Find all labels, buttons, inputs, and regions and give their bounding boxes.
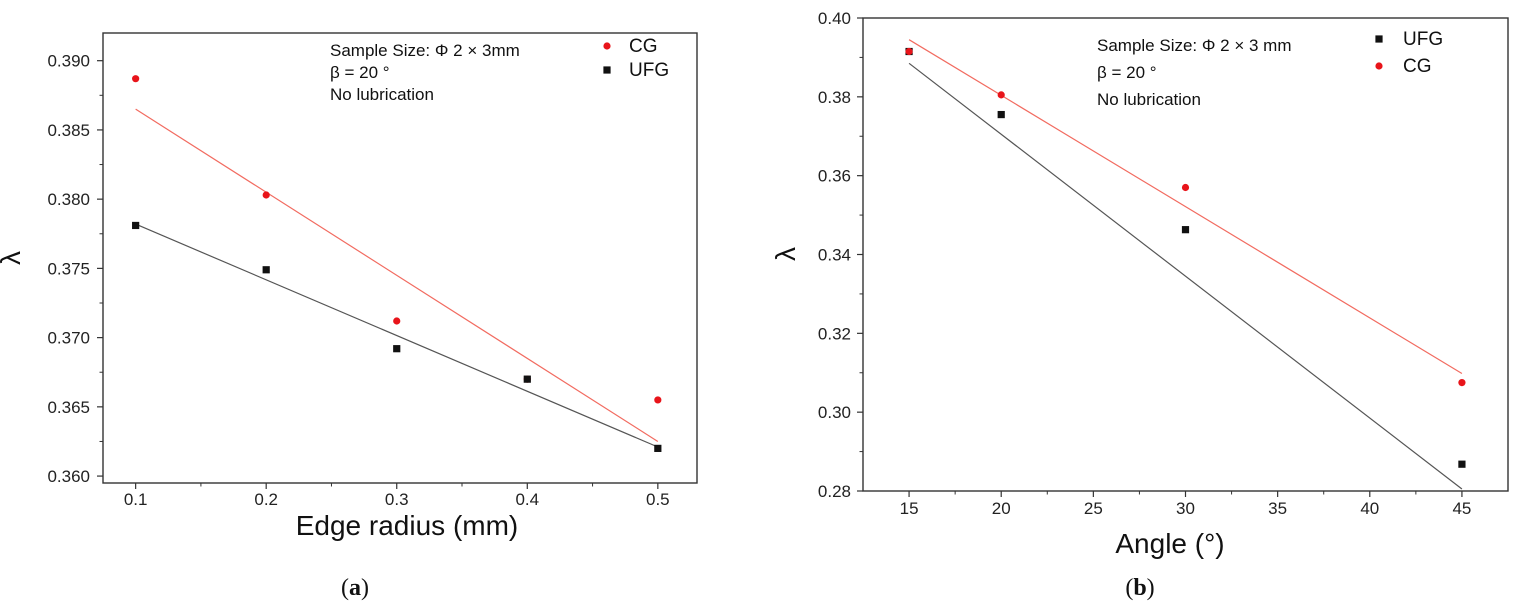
y-tick-label: 0.375 — [47, 259, 90, 278]
data-point-ufg — [1458, 460, 1466, 468]
y-tick-label: 0.370 — [47, 329, 90, 348]
panel-label-open: ( — [1125, 575, 1133, 601]
y-tick-label: 0.380 — [47, 190, 90, 209]
data-point-cg — [997, 91, 1005, 99]
plot-frame — [102, 32, 698, 484]
y-tick-label: 0.28 — [818, 482, 851, 501]
data-point-ufg — [132, 221, 140, 230]
x-tick-label: 45 — [1452, 499, 1471, 518]
chart-b: 15 20 25 30 35 40 45 0.28 0.30 0.32 0.34 0.36 0.38 0.… — [770, 9, 1509, 601]
data-point-ufg — [997, 110, 1005, 119]
legend-label-ufg: UFG — [1403, 29, 1443, 50]
panel-label: (a) — [341, 575, 369, 601]
y-tick-label: 0.365 — [47, 398, 90, 417]
x-tick-label: 0.3 — [385, 490, 409, 509]
fit-line-cg — [135, 108, 659, 442]
annotation-text: Sample Size: Φ 2 × 3 mm — [1097, 36, 1292, 55]
fit-line-ufg — [135, 223, 659, 448]
panel-label-close: ) — [361, 575, 369, 601]
plot-frame — [862, 17, 1509, 492]
data-point-ufg — [523, 375, 531, 383]
x-tick-label: 25 — [1084, 499, 1103, 518]
annotation-text: No lubrication — [330, 85, 434, 104]
data-point-ufg — [654, 444, 662, 452]
data-point-ufg — [1181, 226, 1190, 234]
panel-label-letter: a — [349, 575, 361, 601]
y-tick-label: 0.40 — [818, 9, 851, 28]
y-tick-label: 0.390 — [47, 52, 90, 71]
x-tick-label: 15 — [900, 499, 919, 518]
y-tick-label: 0.30 — [818, 403, 851, 422]
annotation-text: No lubrication — [1097, 90, 1201, 109]
x-axis-title: Edge radius (mm) — [296, 510, 519, 541]
y-tick-label: 0.36 — [818, 167, 851, 186]
x-tick-label: 0.1 — [124, 490, 148, 509]
data-point-cg — [132, 75, 140, 83]
legend-marker-cg — [1375, 62, 1383, 70]
panel-label: (b) — [1125, 575, 1154, 601]
annotation-text: β = 20 ° — [330, 63, 390, 82]
annotation-text: Sample Size: Φ 2 × 3mm — [330, 41, 520, 60]
x-tick-label: 20 — [992, 499, 1011, 518]
data-point-ufg — [393, 345, 401, 353]
y-axis-title: λ — [0, 251, 26, 265]
legend-label-cg: CG — [1403, 56, 1432, 77]
annotation-text: β = 20 ° — [1097, 63, 1157, 82]
panel-label-letter: b — [1133, 575, 1146, 601]
legend-marker-ufg — [1375, 35, 1383, 43]
x-tick-label: 0.4 — [515, 490, 539, 509]
legend-label-ufg: UFG — [629, 60, 669, 81]
x-axis-title: Angle (°) — [1115, 528, 1224, 559]
x-tick-label: 35 — [1268, 499, 1287, 518]
y-tick-label: 0.360 — [47, 467, 90, 486]
x-tick-label: 0.2 — [254, 490, 278, 509]
y-tick-label: 0.32 — [818, 324, 851, 343]
y-tick-label: 0.34 — [818, 246, 851, 265]
y-tick-label: 0.385 — [47, 121, 90, 140]
data-point-cg — [393, 317, 401, 325]
data-point-cg — [905, 47, 913, 56]
data-point-cg — [262, 191, 270, 199]
data-point-cg — [1181, 183, 1190, 192]
chart-a: 0.1 0.2 0.3 0.4 0.5 0.360 0.365 0.370 0.375 0.380… — [0, 32, 698, 601]
data-point-ufg — [262, 266, 270, 274]
y-tick-label: 0.38 — [818, 88, 851, 107]
panel-label-close: ) — [1147, 575, 1155, 601]
legend-marker-cg — [603, 42, 611, 50]
legend-marker-ufg — [603, 66, 611, 74]
panel-label-open: ( — [341, 575, 349, 601]
data-point-cg — [1458, 379, 1466, 387]
y-axis-title: λ — [770, 247, 801, 261]
data-point-cg — [654, 396, 662, 404]
fit-line-ufg — [908, 62, 1463, 490]
x-tick-label: 0.5 — [646, 490, 670, 509]
x-tick-label: 40 — [1360, 499, 1379, 518]
legend-label-cg: CG — [629, 36, 658, 57]
x-tick-label: 30 — [1176, 499, 1195, 518]
